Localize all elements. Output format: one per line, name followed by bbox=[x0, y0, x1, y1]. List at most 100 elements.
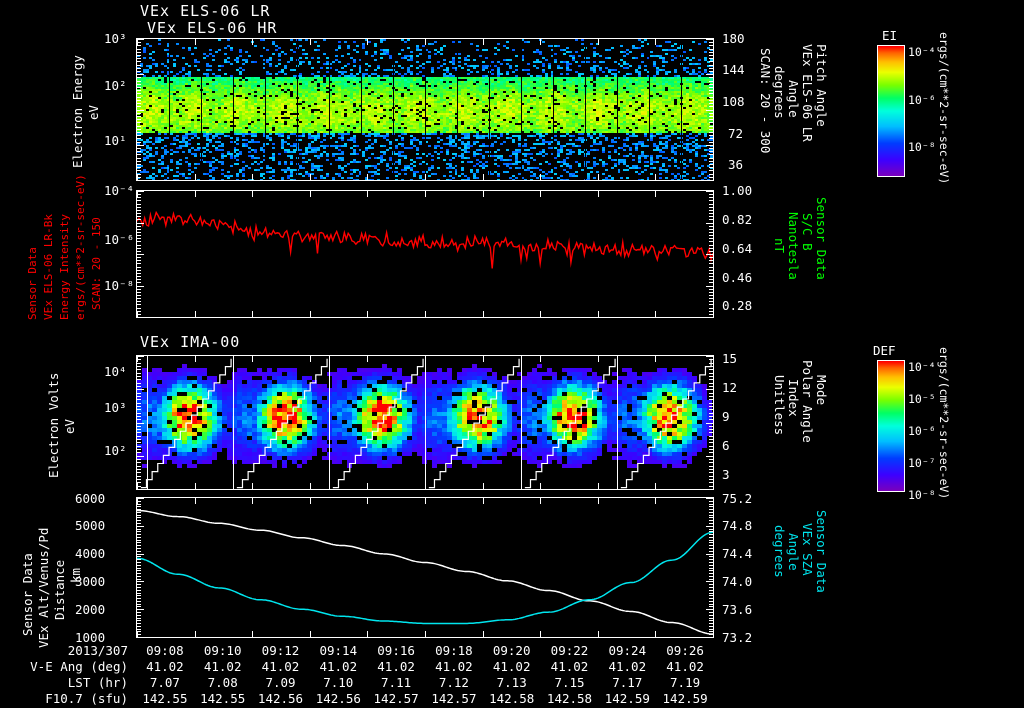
xaxis-row2-cell-8: 142.59 bbox=[604, 691, 650, 706]
panel1-y2label-2: VEx ELS-06 LR bbox=[800, 44, 815, 142]
panel2-y2tick-1: 0.82 bbox=[722, 212, 753, 227]
xaxis-row1-cell-8: 7.17 bbox=[612, 675, 643, 690]
panel3-ytick-1: 10³ bbox=[104, 400, 127, 415]
panel4-ytick-2: 4000 bbox=[75, 546, 106, 561]
panel2-ylabel-3: Energy Intensity bbox=[58, 214, 71, 320]
panel1-ylabel-units: eV bbox=[86, 104, 101, 120]
xaxis-time-9: 09:26 bbox=[666, 643, 704, 658]
xaxis-row2-cell-2: 142.56 bbox=[257, 691, 304, 706]
panel2-ylabel-4: ergs/(cm**2-sr-sec-eV) bbox=[74, 174, 87, 320]
xaxis-row1-cell-4: 7.11 bbox=[381, 675, 412, 690]
panel3-y2label-1: Mode bbox=[814, 375, 829, 406]
xaxis-row0-cell-1: 41.02 bbox=[203, 659, 242, 674]
panel1-y2tick-4: 36 bbox=[728, 157, 744, 172]
xaxis-row1-cell-3: 7.10 bbox=[323, 675, 354, 690]
xaxis-row-label-2: F10.7 (sfu) bbox=[45, 691, 128, 706]
xaxis-row0-cell-9: 41.02 bbox=[666, 659, 704, 674]
xaxis-time-3: 09:14 bbox=[319, 643, 358, 658]
xaxis-row2-cell-3: 142.56 bbox=[315, 691, 361, 706]
panel4-y2tick-0: 75.2 bbox=[722, 491, 753, 506]
panel3-y2tick-3: 6 bbox=[722, 438, 730, 453]
xaxis-row2-cell-0: 142.55 bbox=[142, 691, 188, 706]
panel2-y2tick-2: 0.64 bbox=[722, 241, 753, 256]
xaxis-time-6: 09:20 bbox=[492, 643, 531, 658]
panel3-colorbar bbox=[877, 360, 905, 492]
panel1-ytick-1: 10² bbox=[104, 78, 127, 93]
xaxis-row1-cell-7: 7.15 bbox=[554, 675, 585, 690]
panel1-colorbar-tick-2: 10⁻⁸ bbox=[908, 140, 936, 154]
panel4-ylabel-2: VEx Alt/Venus/Pd bbox=[36, 527, 51, 648]
panel4-y2tick-3: 74.0 bbox=[722, 574, 753, 589]
panel4-y2label-1: Sensor Data bbox=[814, 510, 829, 593]
panel3-colorbar-tick-1: 10⁻⁵ bbox=[908, 392, 936, 406]
panel3-colorbar-units: ergs/(cm**2-sr-sec-eV) bbox=[937, 347, 951, 500]
panel4-y2label-4: degrees bbox=[772, 525, 787, 578]
panel4-ytick-5: 1000 bbox=[75, 630, 106, 645]
xaxis-time-0: 09:08 bbox=[146, 643, 184, 658]
panel3-y2tick-2: 9 bbox=[722, 409, 730, 424]
xaxis-row2-cell-6: 142.58 bbox=[489, 691, 535, 706]
xaxis-row2-cell-9: 142.59 bbox=[662, 691, 708, 706]
panel2-ylabel-2: VEx ELS-06 LR-Bk bbox=[42, 214, 55, 320]
xaxis-row-label-0: V-E Ang (deg) bbox=[30, 659, 128, 674]
xaxis-row0-cell-3: 41.02 bbox=[319, 659, 358, 674]
panel2-y2tick-0: 1.00 bbox=[722, 183, 753, 198]
xaxis-row-label-1: LST (hr) bbox=[67, 675, 128, 690]
panel2-ytick-2: 10⁻⁸ bbox=[104, 278, 135, 293]
xaxis-row0-cell-5: 41.02 bbox=[435, 659, 473, 674]
panel4-ytick-1: 5000 bbox=[75, 518, 106, 533]
panel1-y2tick-3: 72 bbox=[728, 126, 744, 141]
panel4-y2label-2: VEx SZA bbox=[800, 523, 815, 576]
xaxis-time-4: 09:16 bbox=[377, 643, 415, 658]
panel3-y2label-4: Unitless bbox=[772, 375, 787, 436]
panel1-y2label-4: degrees bbox=[772, 66, 787, 119]
panel1-y2tick-2: 108 bbox=[722, 94, 745, 109]
xaxis-row0-cell-7: 41.02 bbox=[550, 659, 589, 674]
panel1-y2label-1: Pitch Angle bbox=[814, 44, 829, 127]
xaxis-row2-cell-7: 142.58 bbox=[546, 691, 593, 706]
panel2-ylabel-5: SCAN: 20 - 150 bbox=[90, 217, 103, 310]
panel3-y2tick-0: 15 bbox=[722, 351, 738, 366]
panel3-y2tick-4: 3 bbox=[722, 467, 730, 482]
panel1-y2label-5: SCAN: 20 - 300 bbox=[758, 48, 773, 154]
panel4-plot-frame bbox=[136, 497, 714, 638]
xaxis-row2-cell-1: 142.55 bbox=[200, 691, 246, 706]
xaxis-row0-cell-8: 41.02 bbox=[608, 659, 647, 674]
panel4-y2tick-4: 73.6 bbox=[722, 602, 753, 617]
panel3-title: VEx IMA-00 bbox=[140, 333, 241, 351]
panel3-y2label-2: Polar Angle bbox=[800, 360, 815, 443]
xaxis-time-2: 09:12 bbox=[261, 643, 300, 658]
panel2-y2label-4: nT bbox=[772, 238, 787, 254]
panel2-y2label-3: Nanotesla bbox=[786, 212, 801, 280]
xaxis-time-7: 09:22 bbox=[550, 643, 589, 658]
xaxis-row0-cell-0: 41.02 bbox=[146, 659, 184, 674]
panel4-y2tick-5: 73.2 bbox=[722, 630, 753, 645]
panel2-ytick-0: 10⁻⁴ bbox=[104, 183, 135, 198]
panel2-y2label-2: S/C B bbox=[800, 213, 815, 251]
panel3-colorbar-tick-3: 10⁻⁷ bbox=[908, 456, 936, 470]
panel4-ylabel-3: Distance bbox=[52, 559, 67, 620]
panel2-ylabel-1: Sensor Data bbox=[26, 247, 39, 320]
panel2-y2tick-3: 0.46 bbox=[722, 270, 753, 285]
panel4-altitude-sza-canvas bbox=[137, 498, 713, 637]
panel1-y2tick-0: 180 bbox=[722, 31, 745, 46]
panel4-y2tick-2: 74.4 bbox=[722, 546, 753, 561]
panel3-ylabel-name: Electron Volts bbox=[46, 372, 61, 478]
panel1-title-lr: VEx ELS-06 LR bbox=[140, 2, 271, 20]
panel1-ylabel-name: Electron Energy bbox=[70, 55, 85, 168]
panel3-spectrogram-canvas bbox=[137, 356, 713, 489]
xaxis-row2-cell-5: 142.57 bbox=[431, 691, 477, 706]
panel2-plot-frame bbox=[136, 190, 714, 318]
xaxis-time-5: 09:18 bbox=[435, 643, 473, 658]
panel1-colorbar-tick-1: 10⁻⁶ bbox=[908, 93, 936, 107]
xaxis-row1-cell-0: 7.07 bbox=[149, 675, 180, 690]
panel3-colorbar-tick-4: 10⁻⁸ bbox=[908, 488, 936, 502]
panel1-spectrogram-canvas bbox=[137, 39, 713, 180]
panel3-colorbar-tick-2: 10⁻⁶ bbox=[908, 424, 936, 438]
xaxis-row1-cell-5: 7.12 bbox=[438, 675, 469, 690]
panel4-y2label-3: Angle bbox=[786, 533, 801, 571]
panel3-ytick-2: 10² bbox=[104, 443, 127, 458]
xaxis-row1-cell-2: 7.09 bbox=[265, 675, 296, 690]
panel1-colorbar-units: ergs/(cm**2-sr-sec-eV) bbox=[937, 32, 951, 185]
